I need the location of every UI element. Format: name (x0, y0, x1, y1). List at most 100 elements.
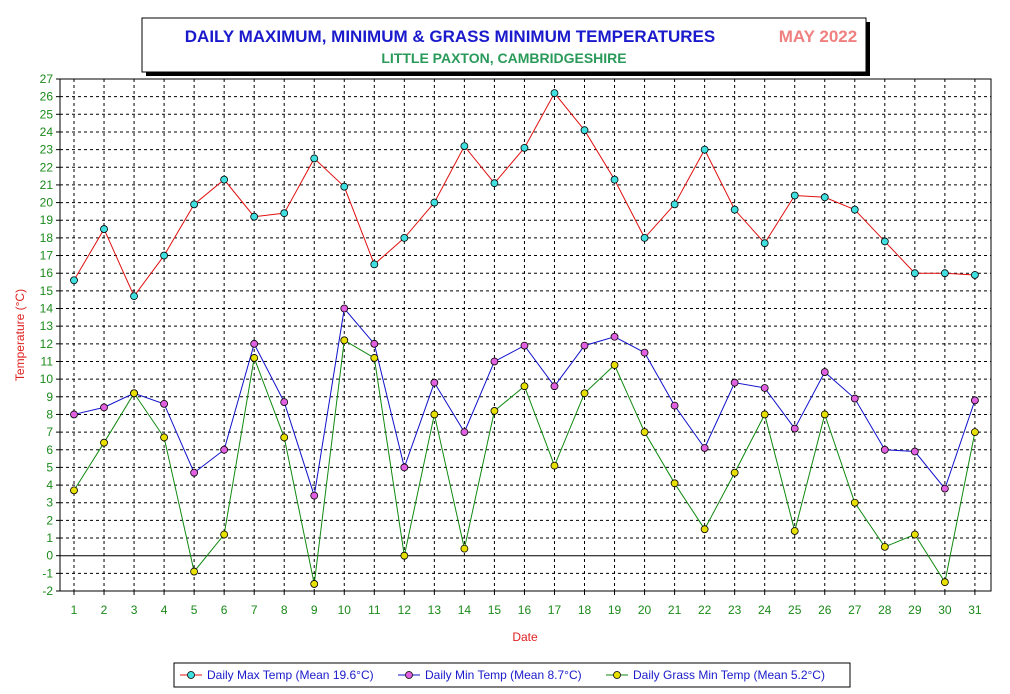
y-axis-label: Temperature (°C) (13, 289, 27, 381)
min-temp-point (880, 445, 889, 454)
max-temp-point (700, 145, 709, 154)
legend: Daily Max Temp (Mean 19.6°C) Daily Min Te… (180, 668, 825, 682)
y-tick-label: 5 (46, 460, 53, 474)
grass-min-temp-point (430, 410, 439, 419)
y-tick-label: 13 (40, 319, 54, 333)
min-temp-point (430, 378, 439, 387)
x-tick-label: 17 (548, 603, 562, 617)
min-temp-point (910, 447, 919, 456)
chart-subtitle: LITTLE PAXTON, CAMBRIDGESHIRE (381, 50, 626, 66)
y-tick-label: 6 (46, 443, 53, 457)
max-temp-point (400, 233, 409, 242)
max-temp-point (340, 182, 349, 191)
y-tick-label: 10 (40, 372, 54, 386)
max-temp-point (550, 89, 559, 98)
grass-min-temp-point (670, 479, 679, 488)
grass-min-temp-point (220, 530, 229, 539)
y-tick-label: 25 (40, 107, 54, 121)
max-temp-point (730, 205, 739, 214)
grass-min-temp-point (280, 433, 289, 442)
min-temp-point (760, 384, 769, 392)
x-tick-label: 8 (281, 603, 288, 617)
max-temp-point (250, 212, 259, 221)
max-temp-point (940, 269, 949, 278)
min-temp-point (580, 341, 589, 350)
grass-min-temp-point (880, 542, 889, 551)
x-tick-label: 28 (878, 603, 892, 617)
min-temp-point (250, 339, 259, 348)
min-temp-point (820, 368, 829, 376)
x-tick-label: 11 (368, 603, 381, 617)
y-tick-label: 8 (46, 407, 53, 421)
min-temp-point (220, 445, 229, 454)
y-tick-label: 3 (46, 496, 53, 510)
x-tick-label: 4 (161, 603, 168, 617)
y-tick-label: 12 (40, 337, 54, 351)
grass-min-temp-point (820, 410, 829, 419)
max-temp-point (640, 233, 649, 242)
min-temp-point (280, 398, 289, 406)
max-temp-point (580, 126, 589, 135)
grass-min-temp-point (400, 551, 409, 560)
y-tick-label: 4 (46, 478, 53, 492)
y-tick-label: 1 (46, 531, 53, 545)
min-temp-point (971, 396, 979, 405)
x-tick-label: 18 (578, 603, 592, 617)
y-tick-label: 14 (40, 302, 54, 316)
x-tick-label: 12 (398, 603, 412, 617)
y-tick-label: 26 (40, 90, 54, 104)
min-temp-point (670, 401, 679, 410)
grass-min-temp-point (70, 486, 78, 495)
x-tick-label: 21 (668, 603, 682, 617)
grass-min-temp-point (910, 530, 919, 539)
grass-min-temp-point (700, 525, 709, 534)
x-tick-label: 13 (428, 603, 442, 617)
grass-min-temp-point (550, 461, 559, 470)
y-tick-label: 20 (40, 196, 54, 210)
max-temp-point (460, 142, 469, 150)
min-temp-point (550, 382, 559, 391)
max-temp-point (370, 260, 379, 269)
grass-min-temp-point (580, 389, 589, 398)
max-temp-legend-label: Daily Max Temp (Mean 19.6°C) (207, 668, 374, 682)
min-temp-point (520, 341, 529, 350)
y-tick-label: 18 (40, 231, 54, 245)
grass-min-temp-point (370, 354, 379, 362)
x-tick-label: 19 (608, 603, 622, 617)
y-tick-label: 27 (40, 72, 54, 86)
x-tick-label: 9 (311, 603, 318, 617)
min-temp-point (400, 463, 409, 472)
x-tick-label: 25 (788, 603, 802, 617)
y-tick-label: 17 (40, 249, 54, 263)
grass-min-temp-point (940, 578, 949, 587)
x-axis-ticks: 1 2 3 4 5 6 7 8 9 10 11 12 13 14 15 16 17 18 19 20 21 22 23 24 2… (71, 591, 982, 617)
x-tick-label: 31 (968, 603, 982, 617)
x-tick-label: 20 (638, 603, 652, 617)
grass-min-temp-point (520, 382, 529, 391)
max-temp-point (70, 276, 78, 285)
x-tick-label: 5 (191, 603, 198, 617)
min-temp-legend-label: Daily Min Temp (Mean 8.7°C) (425, 668, 582, 682)
y-tick-label: 15 (40, 284, 54, 298)
max-temp-point (790, 191, 799, 200)
max-temp-point (610, 175, 619, 184)
y-tick-label: 9 (46, 390, 53, 404)
y-axis-ticks: -2-1012345678910111213141516171819202122… (40, 72, 60, 598)
y-tick-label: 0 (46, 549, 53, 563)
grass-min-temp-point (790, 527, 799, 535)
x-tick-label: 14 (458, 603, 472, 617)
x-tick-label: 29 (908, 603, 922, 617)
grid-lines (60, 79, 991, 591)
x-tick-label: 16 (518, 603, 532, 617)
grass-min-temp-point (190, 567, 199, 576)
grass-min-temp-legend-label: Daily Grass Min Temp (Mean 5.2°C) (633, 668, 825, 682)
grass-min-temp-point (760, 410, 769, 419)
y-tick-label: 2 (46, 513, 53, 527)
min-temp-point (790, 424, 799, 433)
min-temp-point (340, 304, 349, 313)
x-axis-label: Date (512, 630, 538, 644)
max-temp-point (820, 193, 829, 202)
grass-min-temp-point (340, 336, 349, 345)
y-tick-label: 22 (40, 160, 54, 174)
